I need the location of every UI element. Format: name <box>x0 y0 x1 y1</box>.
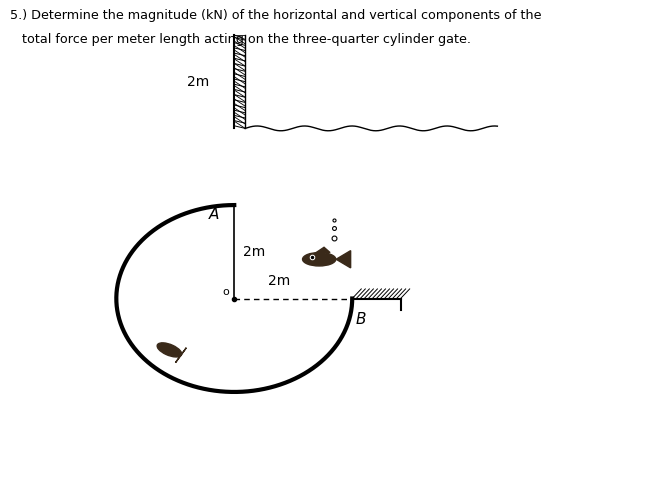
Polygon shape <box>316 247 330 253</box>
Text: 2m: 2m <box>244 245 266 259</box>
Polygon shape <box>336 251 351 268</box>
Text: A: A <box>209 207 219 223</box>
Text: total force per meter length acting on the three-quarter cylinder gate.: total force per meter length acting on t… <box>10 33 472 45</box>
Ellipse shape <box>157 343 182 357</box>
Text: B: B <box>355 312 366 327</box>
Text: 5.) Determine the magnitude (kN) of the horizontal and vertical components of th: 5.) Determine the magnitude (kN) of the … <box>10 9 542 22</box>
Polygon shape <box>176 348 186 362</box>
Ellipse shape <box>302 253 336 266</box>
Text: 2m: 2m <box>187 75 209 89</box>
Text: o: o <box>223 287 229 296</box>
Text: 2m: 2m <box>268 274 290 288</box>
